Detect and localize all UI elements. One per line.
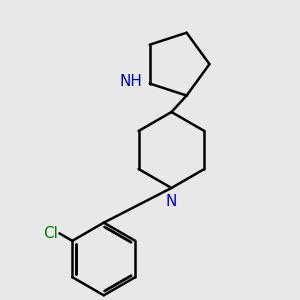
Text: Cl: Cl	[43, 226, 58, 241]
Text: N: N	[166, 194, 177, 209]
Text: NH: NH	[120, 74, 142, 89]
